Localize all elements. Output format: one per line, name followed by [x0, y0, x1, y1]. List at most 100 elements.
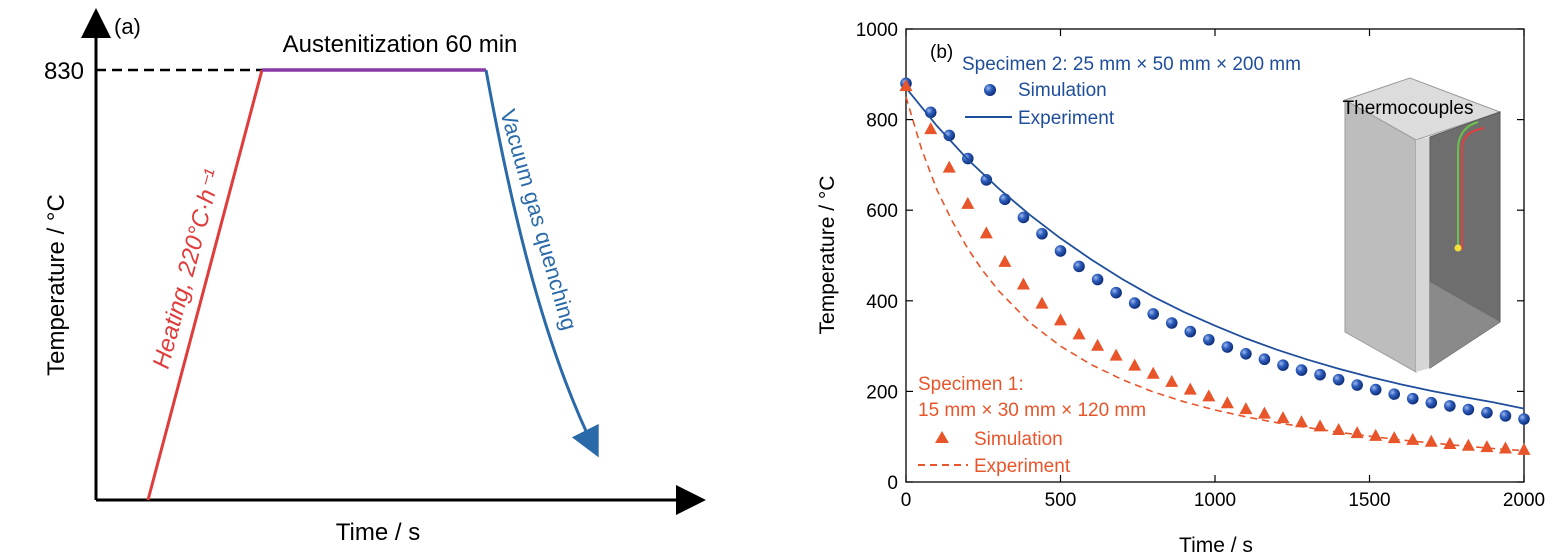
panel-a-y-tick-830: 830 [44, 58, 84, 85]
specimen-1-simulation-point [942, 160, 956, 173]
specimen-1-simulation-point [1035, 296, 1049, 309]
specimen-2-simulation-point [1221, 341, 1234, 353]
y-tick-label: 1000 [856, 20, 898, 41]
legend-specimen-2-exp-label: Experiment [1018, 108, 1115, 129]
specimen-1-simulation-point [1072, 327, 1086, 340]
specimen-1-simulation-point [1091, 338, 1105, 351]
legend-specimen-2-sim-label: Simulation [1018, 80, 1107, 101]
specimen-1-simulation-point [1350, 426, 1364, 439]
specimen-1-simulation-point [1332, 422, 1346, 435]
specimen-1-simulation-point [924, 122, 938, 135]
specimen-2-simulation-point [1351, 379, 1363, 391]
y-tick-label: 800 [866, 111, 898, 132]
legend-specimen-2: Specimen 2: 25 mm × 50 mm × 200 mm Simul… [962, 54, 1301, 129]
specimen-1-simulation-point [1424, 434, 1438, 447]
specimen-2-simulation-point [1258, 353, 1271, 366]
specimen-1-simulation-point [1480, 440, 1494, 453]
specimen-1-simulation-point [1165, 374, 1179, 387]
specimen-1-simulation-point [998, 254, 1012, 267]
specimen-2-experiment-curve [905, 87, 1525, 410]
specimen-2-simulation-point [1518, 413, 1530, 425]
x-tick-label: 1500 [1348, 490, 1390, 511]
y-tick-label: 0 [887, 473, 898, 494]
specimen-2-simulation-point [1295, 364, 1308, 376]
specimen-1-experiment-curve [905, 96, 1525, 452]
specimen-2-simulation-point [1165, 317, 1178, 329]
specimen-1-simulation-point [979, 226, 993, 239]
specimen-1-simulation-point [1498, 441, 1512, 454]
specimen-1-simulation-point [1239, 402, 1253, 415]
y-tick-label: 600 [866, 201, 898, 222]
panel-b-y-axis-label: Temperature / °C [816, 176, 839, 335]
inset-thermocouples-label: Thermocouples [1343, 98, 1474, 119]
specimen-2-simulation-point [1314, 368, 1326, 381]
x-tick-label: 0 [901, 490, 912, 511]
panel-b-label: (b) [930, 42, 953, 63]
legend-specimen-2-header: Specimen 2: 25 mm × 50 mm × 200 mm [962, 54, 1301, 75]
specimen-2-simulation-point [1444, 400, 1456, 412]
specimen-1-simulation-point [1183, 382, 1197, 395]
specimen-1-simulation-point [1295, 415, 1309, 428]
panel-a-heating-line [146, 69, 264, 501]
specimen-1-simulation-point [1109, 348, 1123, 361]
specimen-2-simulation-point [1277, 359, 1289, 371]
specimen-2-simulation-point [1388, 388, 1401, 400]
specimen-2-simulation-point [1110, 286, 1122, 299]
specimen-1-simulation-point [899, 79, 913, 92]
specimen-1-simulation-point [1146, 366, 1160, 379]
panel-a-label: (a) [114, 14, 141, 39]
y-tick-label: 200 [866, 382, 898, 403]
specimen-1-simulation-point [1257, 406, 1271, 419]
x-tick-label: 1000 [1194, 490, 1236, 511]
specimen-1-simulation-point [1313, 419, 1327, 432]
specimen-1-simulation-point [1202, 389, 1216, 402]
specimen-2-simulation-point [980, 174, 993, 186]
specimen-1-simulation-point [1054, 313, 1067, 326]
thermocouple-inset-diagram: Thermocouples [1343, 77, 1502, 373]
specimen-2-simulation-point [943, 129, 956, 142]
specimen-2-simulation-point [1240, 348, 1252, 360]
panel-b-plot: 0 500 1000 1500 2000 0 200 400 600 800 1000 [856, 20, 1545, 511]
specimen-2-simulation-point [1425, 396, 1438, 409]
specimen-2-simulation-point [1073, 260, 1085, 273]
legend-specimen-1-exp-label: Experiment [974, 456, 1071, 477]
specimen-1-simulation-point [1517, 442, 1531, 455]
specimen-1-simulation-point [1276, 411, 1290, 424]
specimen-2-simulation-point [1203, 333, 1215, 346]
panel-a-x-axis-label: Time / s [336, 519, 420, 546]
specimen-2-simulation-point [1481, 406, 1493, 419]
specimen-2-simulation-point [1091, 273, 1104, 286]
panel-b: Thermocouples 0 500 1000 1500 2000 0 200 400 600… [816, 20, 1545, 557]
panel-a-hold-annotation: Austenitization 60 min [283, 31, 518, 58]
specimen-2-simulation-point [1369, 383, 1382, 396]
legend-specimen-1-sim-marker [935, 431, 949, 443]
specimen-2-simulation-point [1499, 410, 1512, 422]
specimen-2-simulation-point [1462, 403, 1475, 416]
specimen-1-simulation-point [1369, 428, 1383, 441]
specimen-2-simulation-point [999, 193, 1011, 206]
specimen-2-simulation-point [1017, 211, 1030, 224]
panel-a-heating-annotation: Heating, 220°C·h⁻¹ [148, 167, 227, 372]
legend-specimen-1-header-dims: 15 mm × 30 mm × 120 mm [918, 400, 1146, 421]
specimen-1-simulation-point [1461, 438, 1475, 451]
x-tick-label: 2000 [1503, 490, 1545, 511]
specimen-2-simulation-point [1036, 227, 1048, 240]
specimen-1-simulation-point [1128, 358, 1142, 371]
specimen-2-simulation-point [1128, 297, 1141, 309]
specimen-2-simulation-point [1184, 325, 1197, 338]
legend-specimen-1-header: Specimen 1: [918, 374, 1024, 395]
specimen-1-simulation-point [961, 196, 975, 209]
panel-a-quench-curve [484, 69, 599, 458]
legend-specimen-1: Specimen 1: 15 mm × 30 mm × 120 mm Simul… [918, 374, 1146, 477]
specimen-1-simulation-point [1220, 396, 1234, 409]
x-tick-label: 500 [1045, 490, 1077, 511]
panel-a: (a) 830 Austenitization 60 min Heating, … [43, 8, 706, 546]
specimen-2-simulation-point [1147, 308, 1159, 320]
panel-b-x-axis-label: Time / s [1179, 534, 1253, 557]
panel-a-y-axis-label: Temperature / °C [43, 194, 70, 376]
specimen-2-simulation-point [1406, 392, 1419, 405]
specimen-2-simulation-point [1332, 373, 1345, 386]
y-tick-label: 400 [866, 292, 898, 313]
specimen-1-simulation-point [1443, 436, 1457, 449]
